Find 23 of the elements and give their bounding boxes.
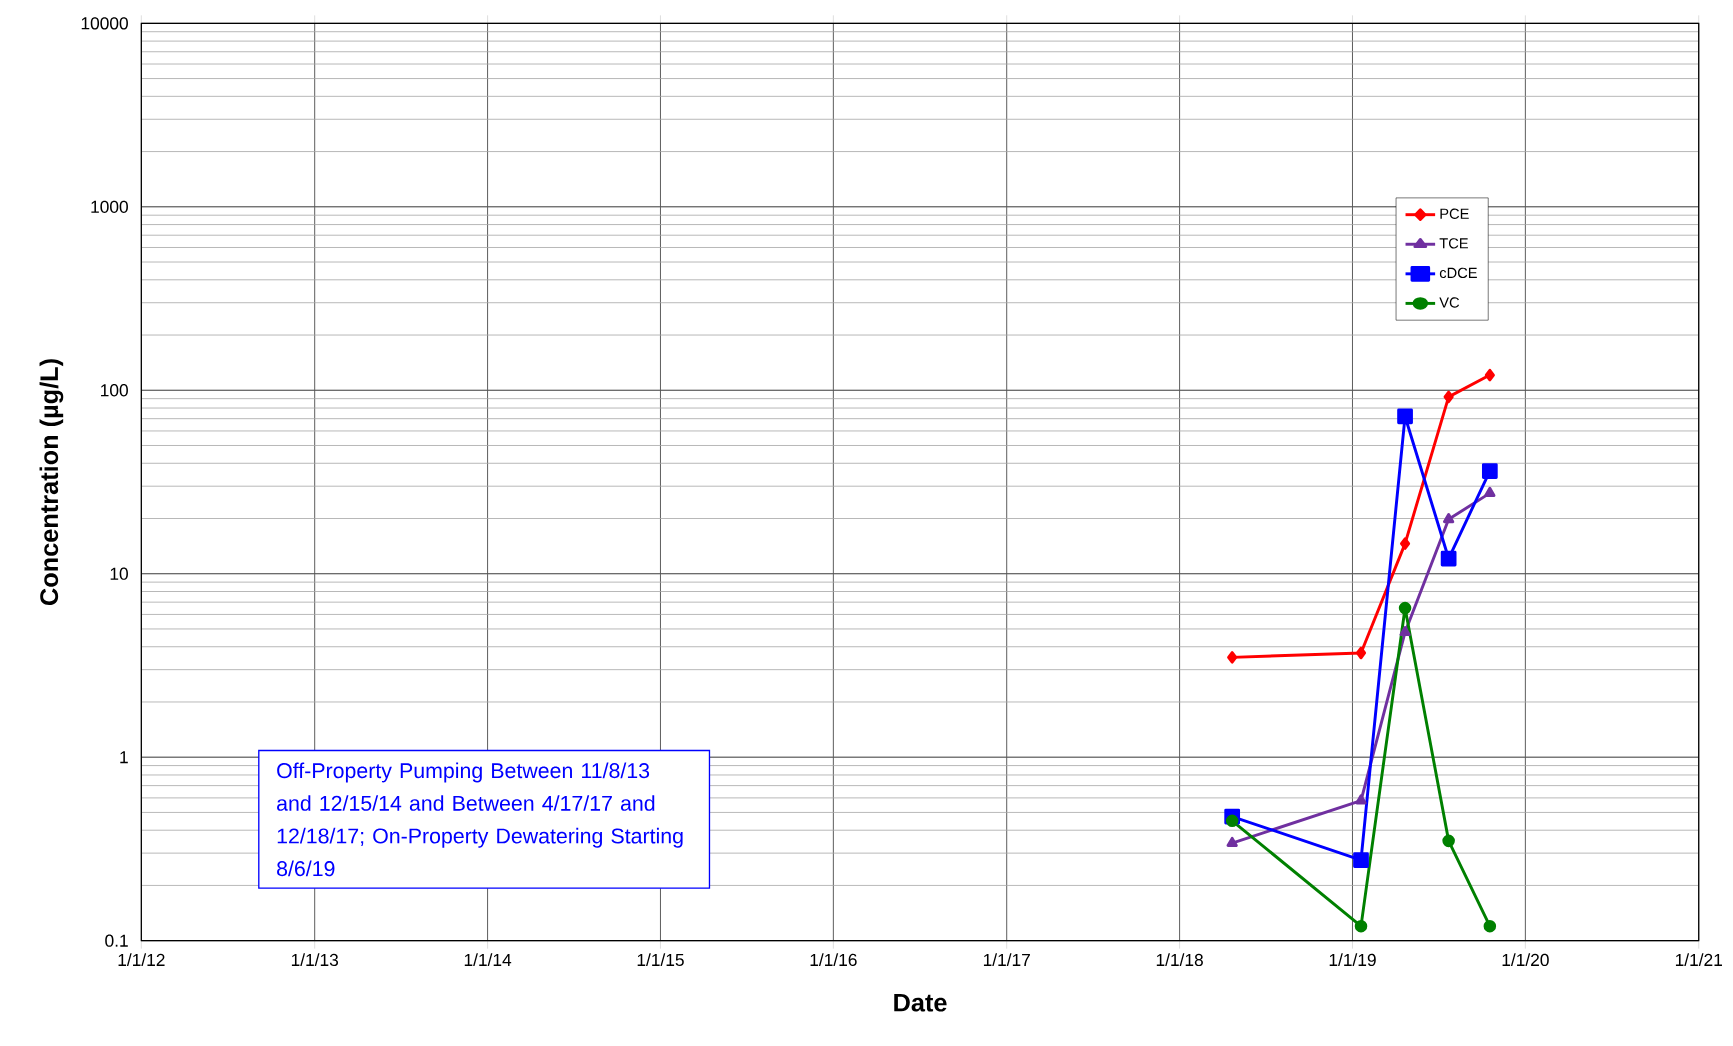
x-axis-title: Date: [894, 993, 947, 1012]
x-tick-label: 1/1/16: [810, 953, 857, 967]
x-tick-label: 1/1/19: [1329, 953, 1376, 967]
annotation: Off-Property Pumping Between 11/8/13 and 12/15/14 and Between 4/17/17 and 12/18/17; On-Property Dewatering Starting 8/6/19: [277, 762, 683, 877]
x-tick-label: 1/1/21: [1675, 953, 1722, 967]
x-tick-label: 1/1/12: [118, 953, 165, 967]
y-tick-label: 0.1: [105, 934, 128, 947]
y-axis-title: Concentration (µg/L): [39, 359, 64, 606]
legend-label: VC: [1439, 297, 1460, 308]
legend-label: TCE: [1439, 238, 1468, 249]
y-tick-label: 10000: [81, 17, 128, 30]
y-tick-label: 1000: [91, 200, 128, 213]
x-tick-label: 1/1/18: [1156, 953, 1203, 967]
x-tick-label: 1/1/14: [464, 953, 512, 967]
legend-label: PCE: [1440, 208, 1469, 219]
y-tick-label: 100: [101, 384, 128, 397]
x-tick-label: 1/1/15: [637, 953, 684, 967]
x-tick-label: 1/1/13: [291, 953, 339, 967]
y-tick-label: 1: [120, 751, 128, 764]
x-tick-label: 1/1/17: [983, 953, 1030, 967]
legend-label: cDCE: [1439, 267, 1477, 279]
y-tick-label: 10: [110, 567, 128, 580]
x-tick-label: 1/1/20: [1502, 953, 1549, 967]
